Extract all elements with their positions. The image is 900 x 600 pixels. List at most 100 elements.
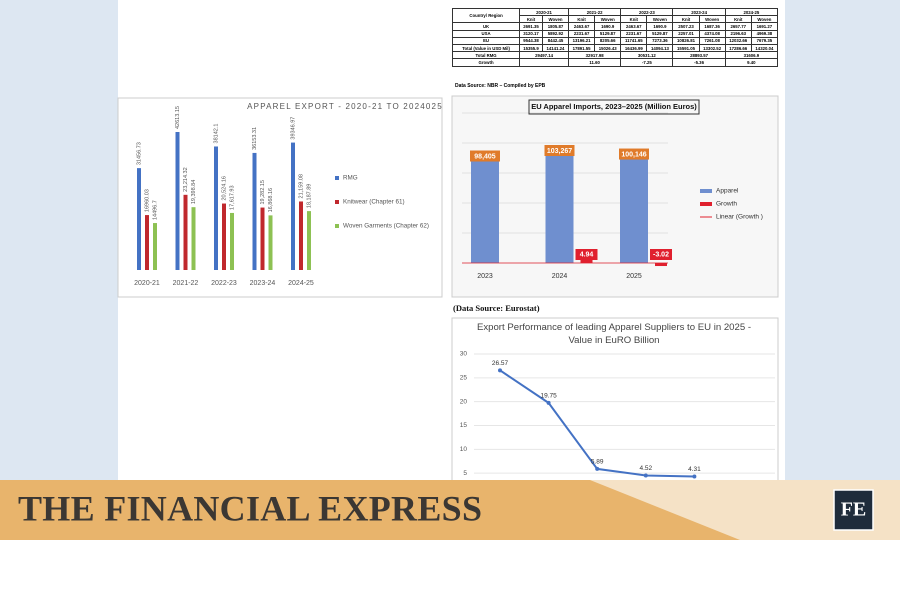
table-cell: 1690.9	[646, 22, 674, 31]
legend-label: Linear (Growth )	[716, 214, 763, 221]
data-label: 19,282.15	[260, 180, 266, 204]
table-cell: 9544.38	[519, 36, 543, 45]
data-label: 16960.03	[144, 189, 150, 212]
table-cell: Growth	[451, 58, 521, 67]
table-cell: 1691.27	[750, 22, 779, 31]
table-cell: 2507.23	[672, 22, 700, 31]
legend-marker	[700, 189, 712, 193]
bar	[175, 132, 180, 270]
label-box	[575, 249, 598, 260]
point	[498, 368, 502, 373]
table-cell: 11.60	[568, 58, 622, 67]
table-cell: Total (Value in USD Mil)	[451, 43, 521, 53]
data-label: 4.31	[688, 466, 701, 473]
table-cell: 3120.17	[519, 29, 543, 38]
y-tick-label: 25	[460, 375, 468, 382]
bar	[268, 215, 273, 270]
table-cell: EU	[451, 36, 521, 45]
data-label: 23,214.32	[183, 167, 189, 191]
table-cell: 17286.66	[724, 43, 752, 53]
table-row: Knit Woven Knit Woven Knit Woven Knit Woven Knit…	[453, 15, 779, 24]
bar	[137, 168, 141, 270]
table-cell: 7273.36	[646, 36, 674, 45]
table-cell: 2231.67	[568, 29, 596, 38]
x-tick-label: 2024-25	[288, 280, 314, 287]
table-cell: 12032.66	[724, 36, 752, 45]
x-tick-label: 2022-23	[211, 280, 237, 287]
bar	[260, 207, 265, 270]
banner-title: THE FINANCIAL EXPRESS	[18, 488, 482, 528]
data-label: 42613.15	[175, 106, 181, 129]
table-cell: 11741.65	[620, 36, 648, 45]
table-row: Total (Value in USD Mil) 15355.9 14141.24 1…	[451, 43, 779, 53]
x-tick-label: 2020-21	[134, 280, 160, 287]
legend-label: RMG	[343, 175, 358, 182]
table-cell: 1690.9	[594, 22, 622, 31]
table-cell: 9.40	[724, 58, 779, 67]
data-table: Country/ Region 2020-21 2021-22 2022-23 2023…	[451, 7, 779, 67]
header-cell: 2024-25	[724, 7, 779, 17]
data-label: 26.57	[492, 360, 509, 367]
header-cell: Country/ Region	[451, 7, 521, 24]
data-label: 98,405	[474, 153, 496, 160]
table-cell: 8442.45	[541, 36, 570, 45]
table-cell: 1805.87	[541, 22, 570, 31]
table-cell: 31606.9	[724, 51, 779, 60]
subheader-cell: Knit	[519, 15, 543, 24]
table-cell: 30531.12	[620, 51, 674, 60]
legend-marker	[335, 224, 339, 228]
y-tick-label: 15	[460, 422, 468, 429]
subheader-cell: Woven	[750, 15, 779, 24]
table-cell: 14320.04	[750, 43, 779, 53]
subheader-cell: Knit	[568, 15, 596, 24]
table-cell: 15355.9	[519, 43, 543, 53]
x-tick-label: 2025	[626, 273, 642, 280]
table-cell: 2463.67	[568, 22, 596, 31]
bar	[183, 194, 188, 270]
header-cell: 2021-22	[568, 7, 622, 17]
label-box	[619, 148, 649, 160]
legend-label: Apparel	[716, 188, 739, 195]
table-cell: 4969.38	[750, 29, 779, 38]
point	[546, 400, 551, 405]
data-label: 17,617.93	[229, 185, 235, 209]
data-label: 16,868.16	[268, 188, 274, 212]
table-cell: 16436.99	[620, 43, 648, 53]
banner-accent	[590, 480, 900, 540]
bar	[580, 258, 593, 263]
logo	[833, 489, 874, 531]
bar	[230, 212, 234, 270]
table-cell: 7261.08	[698, 36, 726, 45]
chart-panel	[117, 97, 443, 298]
point	[595, 466, 600, 471]
table-cell: 15591.05	[672, 43, 700, 53]
chart-title: APPAREL EXPORT - 2020-21 TO 2024025	[247, 102, 443, 111]
x-tick-label: 2021-22	[173, 280, 199, 287]
bar	[145, 215, 149, 270]
bar	[191, 207, 196, 270]
chart-title: EU Apparel Imports, 2023–2025 (Million E…	[531, 102, 697, 111]
table-cell: -5.36	[672, 58, 726, 67]
table-row: Total RMG 29497.14 32917.98 30531.12 28893.5…	[451, 51, 779, 60]
table-cell: 32917.98	[568, 51, 622, 60]
table-cell: 17891.55	[568, 43, 596, 53]
bar	[291, 142, 295, 270]
chart-title: Export Performance of leading Apparel Su…	[476, 322, 752, 346]
point	[643, 473, 648, 478]
subheader-cell: Woven	[594, 15, 622, 24]
bar	[252, 152, 257, 270]
table-cell: 2196.63	[724, 29, 752, 38]
table-cell: 10826.81	[672, 36, 700, 45]
table-cell: 5892.92	[541, 29, 570, 38]
header-cell: 2020-21	[519, 7, 570, 17]
data-label: 21,159.08	[298, 174, 304, 198]
subheader-cell: Knit	[672, 15, 700, 24]
title-box	[528, 99, 700, 115]
y-tick-label: 20	[460, 398, 468, 405]
y-tick-label: 5	[463, 470, 467, 477]
data-label: 20,524.16	[221, 176, 227, 200]
bar	[545, 146, 574, 263]
table-cell: 5129.87	[594, 29, 622, 38]
table-cell: 14141.24	[541, 43, 570, 53]
